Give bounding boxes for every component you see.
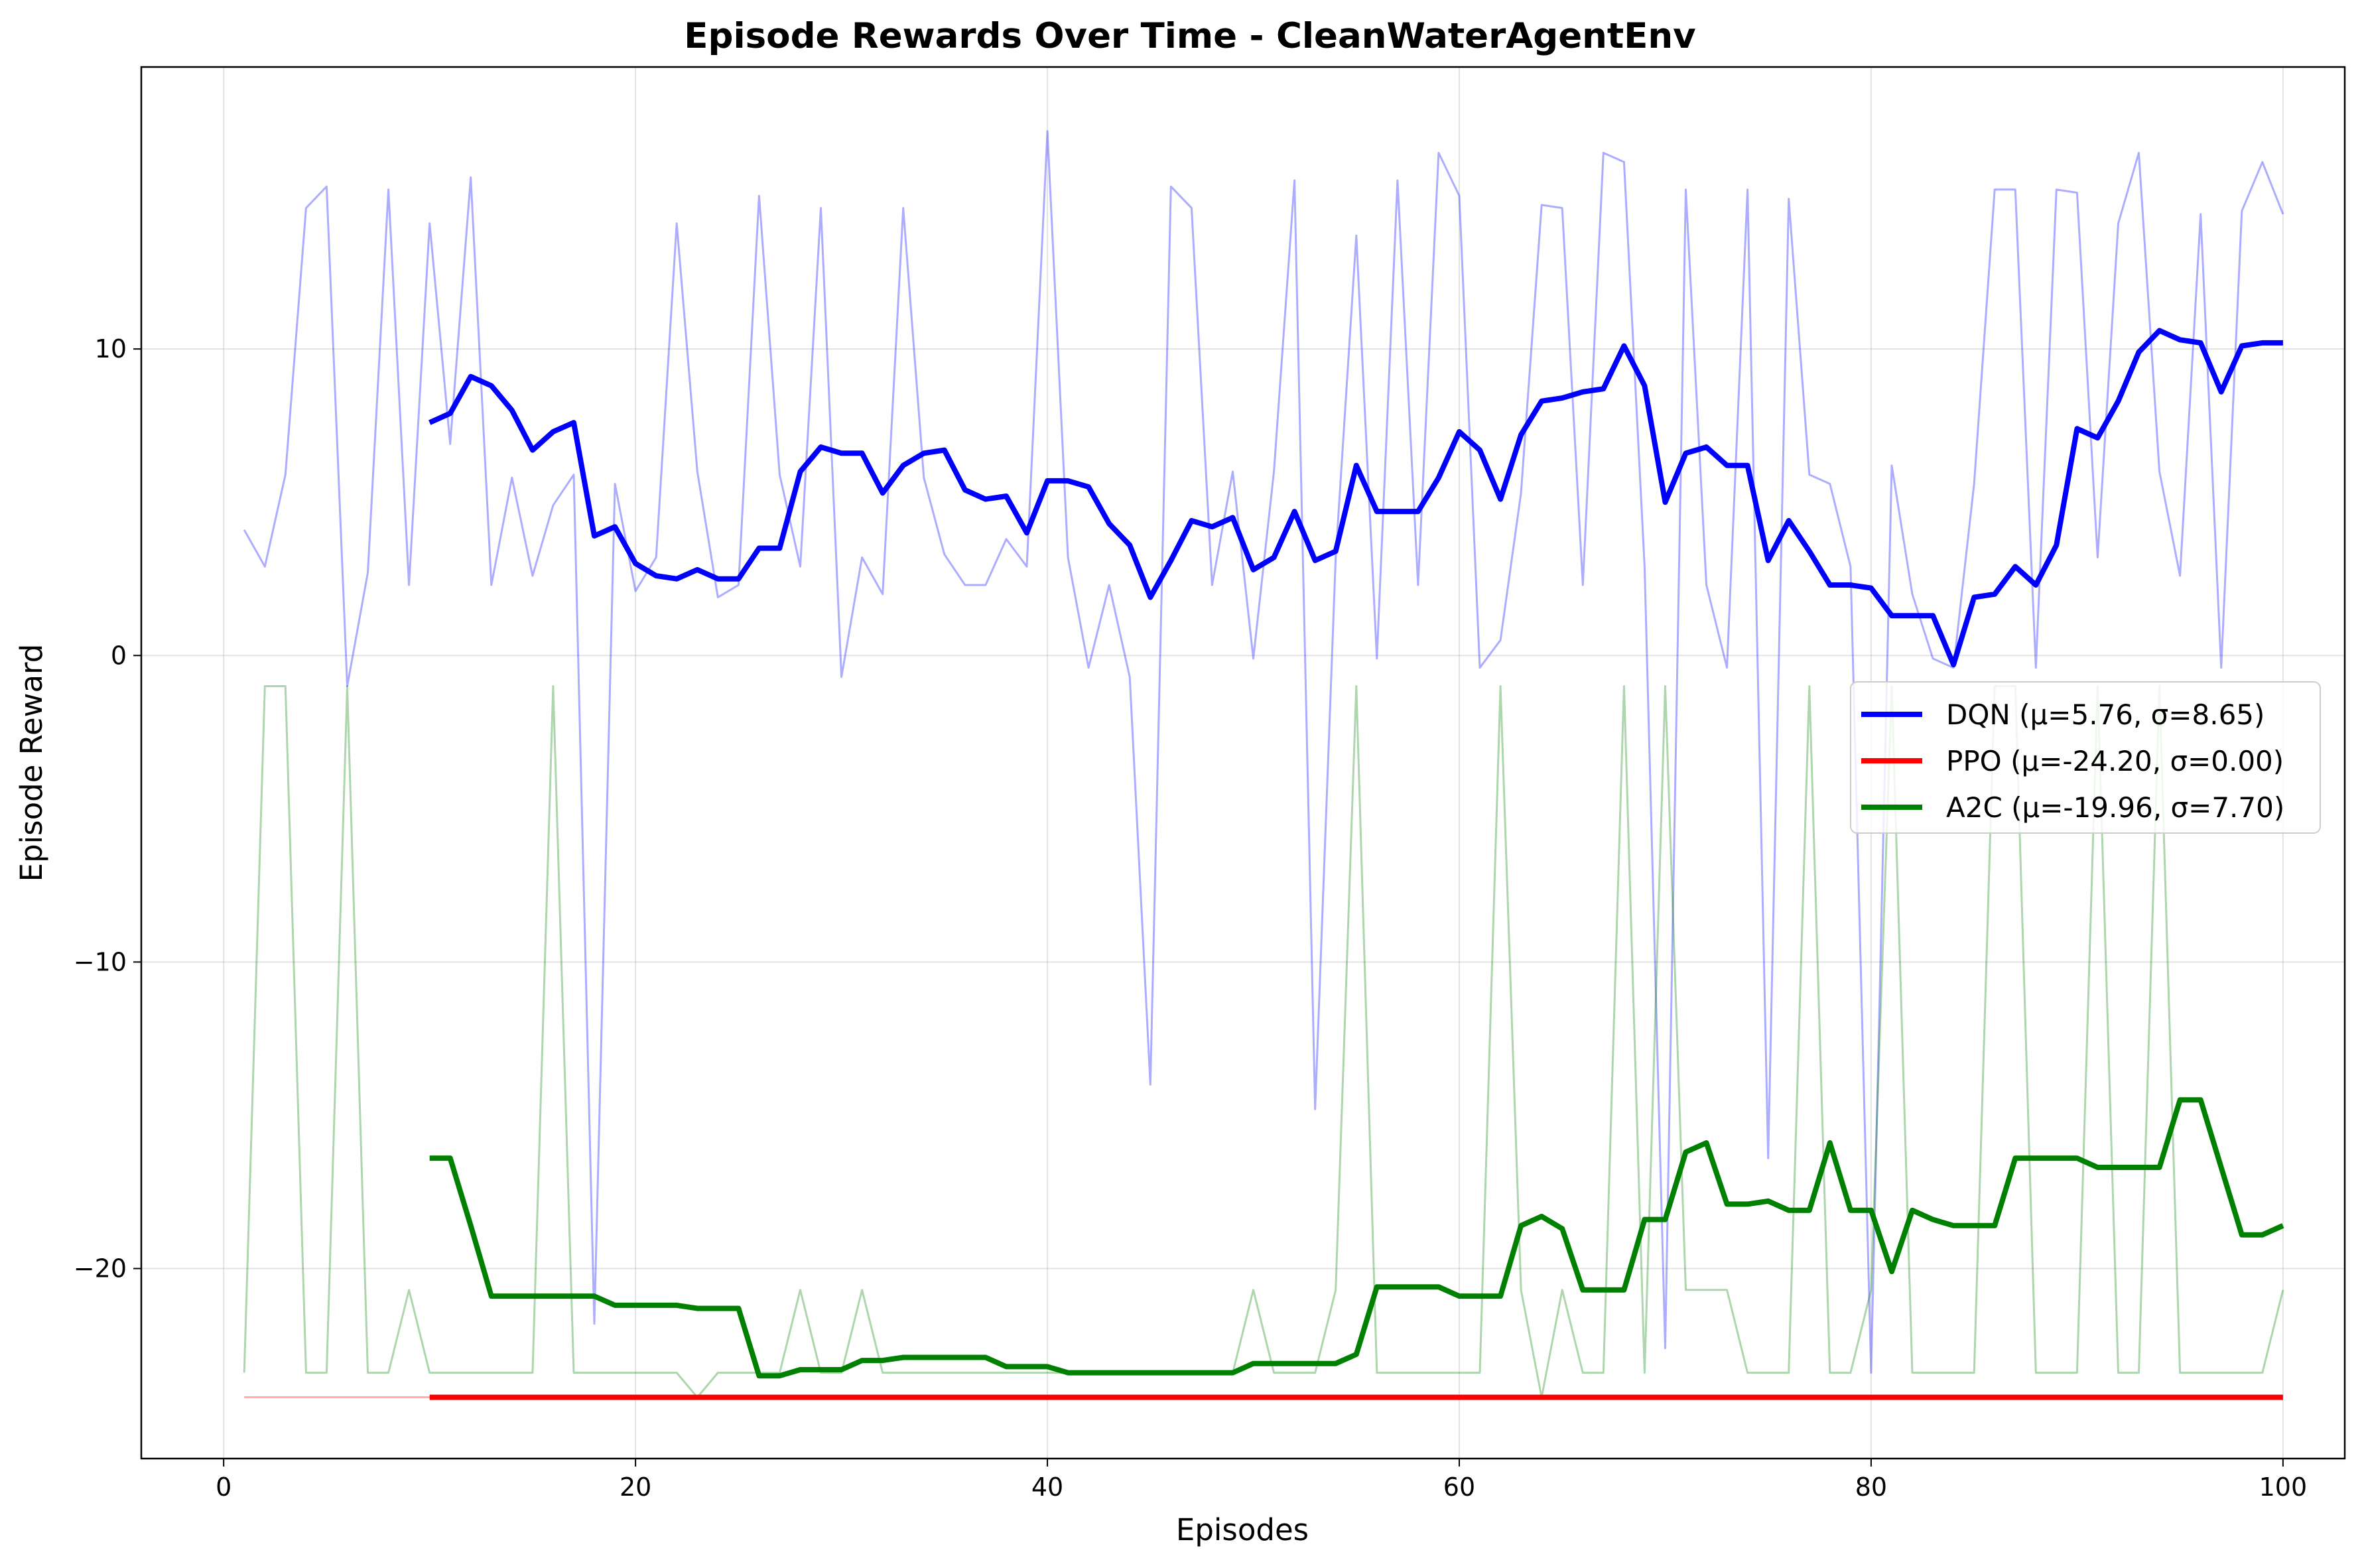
legend-box: [1850, 681, 2321, 834]
legend-label-ppo: PPO (μ=-24.20, σ=0.00): [1946, 745, 2284, 777]
x-axis-label: Episodes: [1176, 1512, 1309, 1547]
x-tick-label: 20: [620, 1472, 651, 1502]
moving-average-group: [428, 328, 2284, 1400]
x-tick-label: 40: [1031, 1472, 1063, 1502]
y-tick-label: 10: [95, 334, 127, 363]
y-tick-label: −20: [74, 1254, 127, 1283]
a2c-raw-line: [243, 685, 2284, 1399]
y-axis-label: Episode Reward: [14, 644, 49, 882]
dqn-moving-average-line: [428, 328, 2283, 668]
x-tick-label: 60: [1443, 1472, 1475, 1502]
x-tick-label: 80: [1855, 1472, 1887, 1502]
x-axis-ticks: 0 20 40 60 80 100: [216, 1459, 2307, 1502]
chart-title: Episode Rewards Over Time - CleanWaterAg…: [684, 16, 1695, 56]
a2c-moving-average-line: [429, 1097, 2284, 1379]
y-tick-label: −10: [74, 947, 127, 976]
x-tick-label: 0: [216, 1472, 231, 1502]
plot-frame: [140, 66, 2346, 1460]
legend-label-dqn: DQN (μ=5.76, σ=8.65): [1946, 698, 2265, 731]
x-tick-label: 100: [2259, 1472, 2308, 1502]
legend: DQN (μ=5.76, σ=8.65) PPO (μ=-24.20, σ=0.0…: [1850, 681, 2321, 834]
legend-label-a2c: A2C (μ=-19.96, σ=7.70): [1946, 791, 2284, 824]
y-axis-ticks: −20 −10 0 10: [74, 334, 141, 1283]
y-tick-label: 0: [111, 641, 127, 670]
